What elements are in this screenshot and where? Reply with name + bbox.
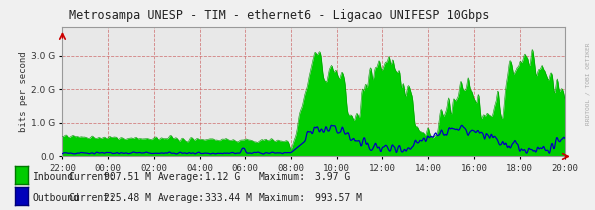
Text: Maximum:: Maximum: [259,172,306,182]
Text: Current:: Current: [68,172,115,182]
Text: 1.12 G: 1.12 G [205,172,240,182]
Text: RRDTOOL / TOBI OETIKER: RRDTOOL / TOBI OETIKER [585,43,590,125]
Text: 225.48 M: 225.48 M [104,193,151,203]
Text: 993.57 M: 993.57 M [315,193,362,203]
Y-axis label: bits per second: bits per second [19,52,28,132]
Text: 907.51 M: 907.51 M [104,172,151,182]
Text: Maximum:: Maximum: [259,193,306,203]
Text: Average:: Average: [158,172,205,182]
Text: Average:: Average: [158,193,205,203]
Text: 333.44 M: 333.44 M [205,193,252,203]
Text: Outbound: Outbound [33,193,80,203]
Text: Metrosampa UNESP - TIM - ethernet6 - Ligacao UNIFESP 10Gbps: Metrosampa UNESP - TIM - ethernet6 - Lig… [70,9,490,22]
Text: Current:: Current: [68,193,115,203]
Text: Inbound: Inbound [33,172,74,182]
Text: 3.97 G: 3.97 G [315,172,350,182]
